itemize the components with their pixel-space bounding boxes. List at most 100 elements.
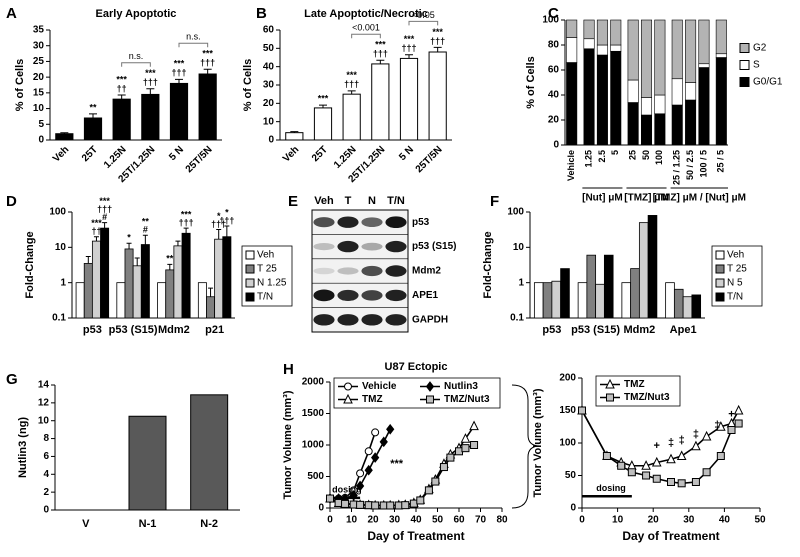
bar-segment bbox=[698, 67, 710, 146]
legend-label: TMZ bbox=[362, 394, 383, 405]
x-tick-label: 1.25 bbox=[583, 150, 593, 168]
bar bbox=[428, 51, 447, 141]
bar-segment bbox=[627, 102, 639, 146]
blot-band bbox=[361, 242, 383, 251]
chart-title: U87 Ectopic bbox=[385, 361, 448, 373]
y-tick-label: 0.1 bbox=[510, 313, 524, 324]
legend-swatch bbox=[245, 264, 255, 274]
significance: *** bbox=[318, 94, 329, 104]
error-bar bbox=[126, 242, 132, 249]
y-tick-label: 1500 bbox=[302, 408, 325, 419]
bar bbox=[141, 93, 160, 141]
legend-label: T/N bbox=[727, 292, 743, 303]
bar bbox=[551, 280, 562, 319]
blot-band bbox=[385, 240, 407, 253]
bar-segment bbox=[685, 82, 697, 101]
band-label: APE1 bbox=[412, 290, 439, 301]
bar bbox=[91, 240, 101, 319]
significance: *** bbox=[99, 196, 110, 206]
error-bar bbox=[319, 104, 327, 108]
bar-segment bbox=[698, 19, 710, 65]
x-tick-label: 25 / 5 bbox=[716, 150, 726, 173]
y-tick-label: 2000 bbox=[302, 377, 325, 388]
x-tick-label: 80 bbox=[496, 515, 508, 526]
bar-segment bbox=[596, 19, 608, 46]
bar-segment bbox=[583, 38, 595, 50]
y-tick-label: 100 bbox=[507, 207, 524, 218]
x-tick-label: 30 bbox=[389, 515, 401, 526]
y-tick-label: 14 bbox=[38, 380, 50, 391]
significance: *** bbox=[91, 218, 102, 228]
bracket-label: <0.001 bbox=[352, 23, 380, 33]
error-bar bbox=[85, 256, 91, 264]
significance: †† bbox=[91, 226, 101, 236]
error-bar bbox=[93, 236, 99, 242]
y-axis-label: Tumor Volume (mm³) bbox=[282, 390, 294, 499]
annotation: dosing bbox=[332, 485, 362, 495]
band-label: GAPDH bbox=[412, 314, 448, 325]
point bbox=[355, 480, 365, 492]
bar bbox=[128, 415, 167, 511]
x-tick-label: p21 bbox=[205, 324, 224, 336]
group-label: [TMZ] μM bbox=[624, 193, 668, 204]
error-bar bbox=[405, 54, 413, 59]
bar-segment bbox=[640, 19, 653, 98]
x-tick-label: 25 / 1.25 bbox=[672, 150, 682, 185]
point bbox=[666, 453, 676, 464]
blot-band bbox=[313, 243, 335, 251]
x-tick-label: V bbox=[82, 518, 90, 530]
y-tick-label: 40 bbox=[263, 61, 275, 72]
x-tick-label: Mdm2 bbox=[623, 324, 655, 336]
point bbox=[460, 433, 471, 443]
point bbox=[617, 461, 626, 470]
annotation: dosing bbox=[596, 483, 626, 493]
blot-band bbox=[337, 267, 359, 275]
point bbox=[439, 463, 448, 472]
x-tick-label: 60 bbox=[453, 515, 465, 526]
legend-label: N 1.25 bbox=[257, 278, 287, 289]
error-bar bbox=[117, 94, 126, 100]
legend-label: G0/G1 bbox=[753, 77, 783, 88]
blot-band bbox=[385, 216, 407, 229]
legend-swatch bbox=[739, 77, 750, 87]
y-tick-label: 35 bbox=[33, 25, 45, 36]
bar bbox=[198, 73, 217, 141]
y-tick-label: 20 bbox=[263, 98, 275, 109]
point bbox=[431, 477, 440, 486]
blot-band bbox=[385, 265, 407, 277]
bar-segment bbox=[715, 53, 727, 58]
legend-swatch bbox=[245, 250, 255, 260]
bar-segment bbox=[566, 62, 578, 146]
bar bbox=[173, 245, 183, 319]
significance: *** bbox=[181, 209, 192, 219]
significance: *** bbox=[404, 34, 415, 44]
error-bar bbox=[175, 78, 183, 84]
x-tick-label: 10 bbox=[612, 515, 624, 526]
bar-segment bbox=[596, 44, 608, 56]
x-tick-label: N-2 bbox=[200, 518, 218, 530]
legend-swatch bbox=[715, 264, 725, 274]
bar-segment bbox=[685, 19, 697, 83]
point bbox=[605, 378, 615, 389]
x-tick-label: 30 bbox=[683, 515, 695, 526]
point bbox=[371, 428, 380, 437]
y-tick-label: 0 bbox=[553, 140, 559, 151]
bar bbox=[673, 288, 684, 319]
y-axis-label: Tumor Volume (mm³) bbox=[532, 388, 544, 497]
y-tick-label: 1 bbox=[518, 277, 524, 288]
band-label: p53 (S15) bbox=[412, 241, 456, 252]
significance: ** bbox=[89, 102, 97, 112]
point bbox=[344, 382, 352, 391]
significance: *** bbox=[145, 68, 156, 78]
chart-title: Early Apoptotic bbox=[96, 8, 177, 20]
point bbox=[470, 441, 479, 449]
lane-label: N bbox=[368, 195, 376, 207]
legend-swatch bbox=[715, 278, 725, 288]
y-axis-label: % of Cells bbox=[242, 59, 254, 112]
bar bbox=[116, 282, 126, 319]
point bbox=[677, 479, 686, 488]
bar bbox=[140, 244, 150, 319]
y-tick-label: 5 bbox=[38, 119, 44, 130]
point bbox=[356, 469, 365, 478]
